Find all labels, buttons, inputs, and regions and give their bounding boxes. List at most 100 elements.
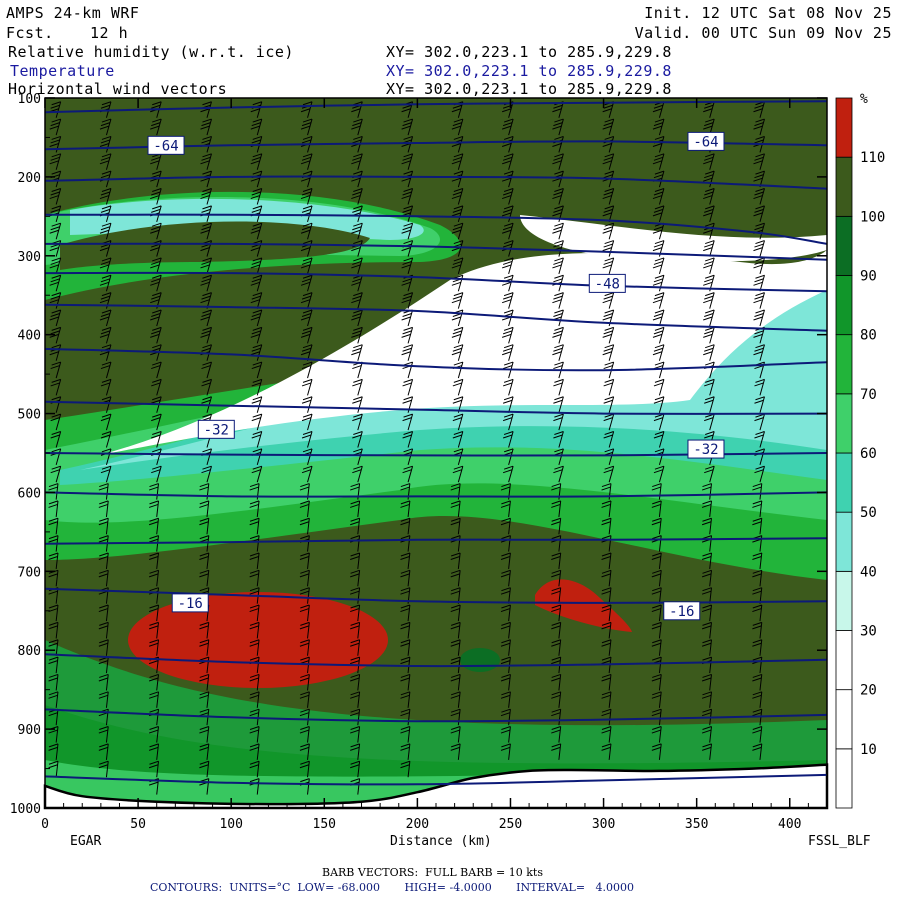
wind-barb xyxy=(651,569,662,587)
wind-barb xyxy=(450,604,461,622)
wind-barb xyxy=(451,188,464,205)
isotherm-label-box xyxy=(197,419,235,439)
init-time: Init. 12 UTC Sat 08 Nov 25 xyxy=(644,4,892,22)
wind-barb xyxy=(148,569,160,587)
wind-barb xyxy=(351,344,363,361)
colorbar-swatch xyxy=(835,97,853,158)
wind-barb xyxy=(451,292,464,309)
wind-barb xyxy=(451,153,464,170)
wind-barb xyxy=(400,743,411,760)
wind-barb xyxy=(98,760,109,778)
xy-line-3: XY= 302.0,223.1 to 285.9,229.8 xyxy=(386,80,672,98)
rh-mid-cyan xyxy=(80,270,827,470)
wind-barb xyxy=(552,344,564,361)
y-tick-label: 200 xyxy=(18,171,41,186)
wind-barb xyxy=(701,726,712,743)
wind-barb xyxy=(249,500,260,517)
wind-barb xyxy=(250,326,263,344)
wind-barb xyxy=(48,621,59,639)
wind-barb xyxy=(300,309,313,327)
wind-barb xyxy=(351,205,363,222)
wind-barb xyxy=(251,361,263,379)
wind-barb xyxy=(351,118,363,136)
wind-barb xyxy=(701,569,712,587)
wind-barb xyxy=(199,726,210,743)
wind-barb xyxy=(451,118,464,136)
wind-barb xyxy=(704,465,715,483)
x-tick-label: 250 xyxy=(499,817,522,832)
colorbar-tick-label: 100 xyxy=(860,209,885,225)
isotherm-label-box xyxy=(663,601,701,621)
wind-barb xyxy=(299,604,310,622)
wind-barb xyxy=(150,274,162,292)
wind-barb xyxy=(299,587,310,604)
wind-barb xyxy=(251,431,263,448)
wind-barb xyxy=(752,673,763,691)
wind-barb xyxy=(100,465,112,483)
wind-barb xyxy=(401,326,414,344)
isotherm-label: -64 xyxy=(153,138,178,154)
rh-red-patch-right xyxy=(535,579,632,632)
wind-barb xyxy=(299,639,310,656)
wind-barb xyxy=(703,292,715,309)
wind-barb xyxy=(451,205,464,222)
wind-barb xyxy=(98,569,109,587)
wind-barb xyxy=(450,639,461,656)
wind-barb xyxy=(400,604,411,622)
wind-barb xyxy=(400,621,411,639)
y-tick-label: 400 xyxy=(18,329,41,344)
wind-barb xyxy=(752,691,763,708)
wind-barb xyxy=(701,691,712,708)
wind-barb xyxy=(48,552,59,570)
wind-barb xyxy=(99,309,112,327)
wind-barb xyxy=(452,465,464,483)
wind-barb xyxy=(601,552,612,570)
wind-barb xyxy=(299,743,310,760)
left-station-label: EGAR xyxy=(70,834,102,849)
colorbar-tick-label: 40 xyxy=(860,564,877,580)
wind-barb xyxy=(150,118,162,136)
wind-barb xyxy=(201,465,212,483)
wind-barb xyxy=(148,500,160,517)
wind-barb xyxy=(49,309,62,327)
isotherm-label: -64 xyxy=(693,134,718,150)
wind-barb xyxy=(250,257,263,275)
isotherm-label-box xyxy=(687,131,725,151)
wind-barb xyxy=(502,465,514,483)
wind-barb xyxy=(48,604,59,622)
wind-barb xyxy=(351,292,363,309)
x-tick-label: 100 xyxy=(219,817,242,832)
wind-barb xyxy=(299,726,310,743)
wind-barb xyxy=(552,257,564,275)
wind-barb xyxy=(99,135,112,153)
wind-barb xyxy=(100,413,112,431)
wind-barb xyxy=(451,344,464,361)
wind-barb xyxy=(200,222,212,240)
isotherm-label-box xyxy=(588,273,626,293)
wind-barb xyxy=(552,188,564,205)
isotherm-line xyxy=(45,242,827,261)
colorbar-swatch xyxy=(835,334,853,395)
wind-barb xyxy=(501,257,514,275)
wind-barb xyxy=(753,153,765,170)
wind-barb xyxy=(602,326,615,344)
wind-barb xyxy=(249,604,260,622)
wind-barb xyxy=(450,517,461,535)
wind-barb xyxy=(148,483,160,500)
wind-barb xyxy=(703,257,715,275)
wind-barb xyxy=(300,292,313,309)
colorbar-swatch xyxy=(835,215,853,276)
wind-barb xyxy=(148,604,160,622)
wind-barb xyxy=(551,569,562,587)
wind-barb xyxy=(251,378,263,396)
wind-barb xyxy=(502,413,514,431)
wind-barb xyxy=(652,309,665,327)
wind-barb xyxy=(703,170,715,188)
wind-barb xyxy=(601,691,612,708)
wind-barb xyxy=(752,604,763,622)
colorbar-swatch xyxy=(835,275,853,336)
wind-barb xyxy=(351,153,363,170)
wind-barb xyxy=(500,621,511,639)
wind-barb xyxy=(703,326,715,344)
wind-barb xyxy=(752,726,763,743)
